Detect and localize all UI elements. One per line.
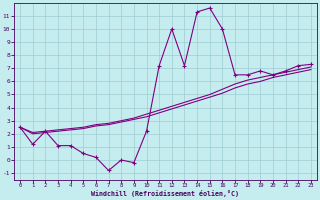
X-axis label: Windchill (Refroidissement éolien,°C): Windchill (Refroidissement éolien,°C) [92,190,239,197]
